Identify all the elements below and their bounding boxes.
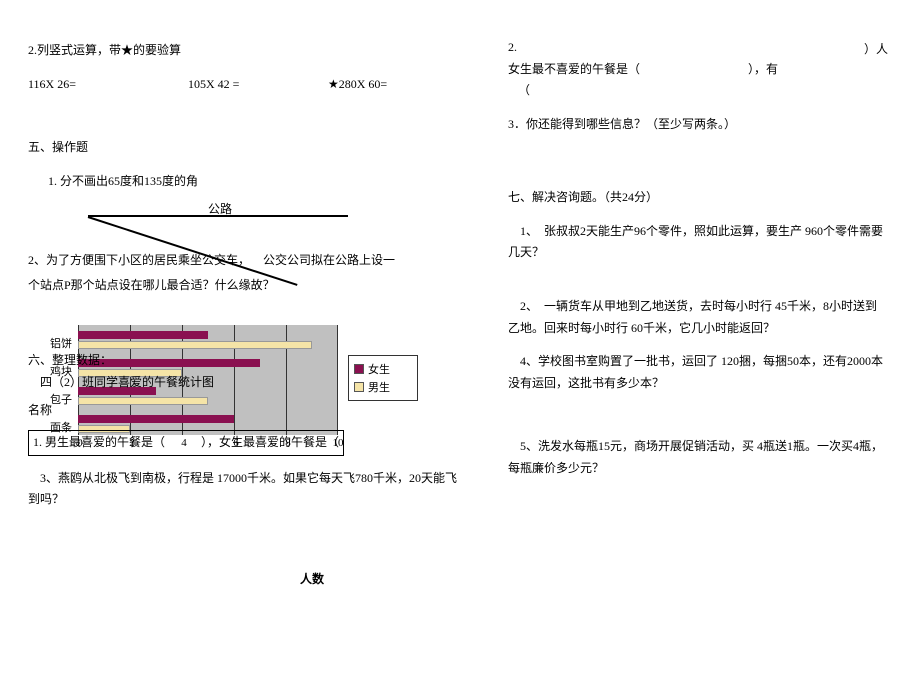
- r3: 3．你还能得到哪些信息？（至少写两条。）: [488, 114, 888, 136]
- legend-f: 女生: [368, 361, 390, 377]
- q2-title: 2.列竖式运算，带★的要验算: [28, 40, 458, 62]
- people-label: 人数: [300, 570, 324, 587]
- overlay-q2: 2、为了方便围下小区的居民乘坐公交车， 公交公司拟在公路上设一: [28, 250, 458, 272]
- r2-line2b: ），有: [748, 60, 778, 77]
- r2-tail: ）人: [864, 40, 888, 57]
- chart-title: 四（2）班同学喜爱的午餐统计图: [40, 372, 214, 394]
- r2-line2a: 女生最不喜爱的午餐是（: [508, 60, 640, 77]
- legend-row-f: 女生: [354, 361, 412, 377]
- section-7: 七、解决咨询题。（共24分）: [488, 187, 888, 209]
- r2-row1: 2. ）人: [488, 40, 888, 60]
- bar-f-4: [78, 415, 234, 423]
- swatch-m: [354, 382, 364, 392]
- r2-row2: 女生最不喜爱的午餐是（ ），有: [488, 60, 888, 80]
- q1-box: 1. 男生最喜爱的午餐是（ ），女生最喜爱的午餐是（: [28, 430, 344, 456]
- q7-4: 4、学校图书室购置了一批书，运回了 120捆，每捆50本，还有2000本没有运回…: [488, 351, 888, 394]
- left-column: 2.列竖式运算，带★的要验算 116X 26= 105X 42 = ★280X …: [28, 40, 458, 204]
- eq1: 116X 26=: [28, 74, 188, 96]
- bar-m-1: [78, 341, 312, 349]
- q3-text: 3、燕鸥从北极飞到南极，行程是 17000千米。如果它每天飞780千米，20天能…: [28, 468, 458, 511]
- section-6: 六、整理数据：: [28, 350, 112, 372]
- road-line: [88, 215, 348, 217]
- swatch-f: [354, 364, 364, 374]
- section-5: 五、操作题: [28, 137, 458, 159]
- cat-label-1: 铝饼: [28, 335, 76, 351]
- bar-f-1: [78, 331, 208, 339]
- q1-box-row: 1. 男生最喜爱的午餐是（ ），女生最喜爱的午餐是（: [28, 430, 458, 456]
- q5-1: 1. 分不画出65度和135度的角: [28, 171, 458, 193]
- q7-1: 1、 张叔叔2天能生产96个零件，照如此运算，要生产 960个零件需要几天？: [488, 221, 888, 264]
- eq3: ★280X 60=: [328, 74, 387, 96]
- overlay-q2a: 2、为了方便围下小区的居民乘坐公交车，: [28, 253, 250, 267]
- q7-2: 2、 一辆货车从甲地到乙地送货，去时每小时行 45千米，8小时送到乙地。回来时每…: [488, 296, 888, 339]
- legend-row-m: 男生: [354, 379, 412, 395]
- equations-row: 116X 26= 105X 42 = ★280X 60=: [28, 74, 458, 96]
- bar-m-3: [78, 397, 208, 405]
- legend-m: 男生: [368, 379, 390, 395]
- name-label: 名称: [28, 400, 52, 422]
- overlay-q2b: 公交公司拟在公路上设一: [263, 253, 395, 267]
- below-chart: 1. 男生最喜爱的午餐是（ ），女生最喜爱的午餐是（ 3、燕鸥从北极飞到南极，行…: [28, 430, 458, 523]
- q7-5: 5、洗发水每瓶15元，商场开展促销活动，买 4瓶送1瓶。一次买4瓶，每瓶廉价多少…: [488, 436, 888, 479]
- r2-num: 2.: [508, 40, 517, 55]
- r2-paren: （: [488, 80, 888, 102]
- eq2: 105X 42 =: [188, 74, 328, 96]
- overlay-q2c: 个站点P那个站点设在哪儿最合适？什么缘故？: [28, 275, 458, 297]
- right-column: 2. ）人 女生最不喜爱的午餐是（ ），有 （ 3．你还能得到哪些信息？（至少写…: [488, 40, 888, 492]
- legend: 女生 男生: [348, 355, 418, 401]
